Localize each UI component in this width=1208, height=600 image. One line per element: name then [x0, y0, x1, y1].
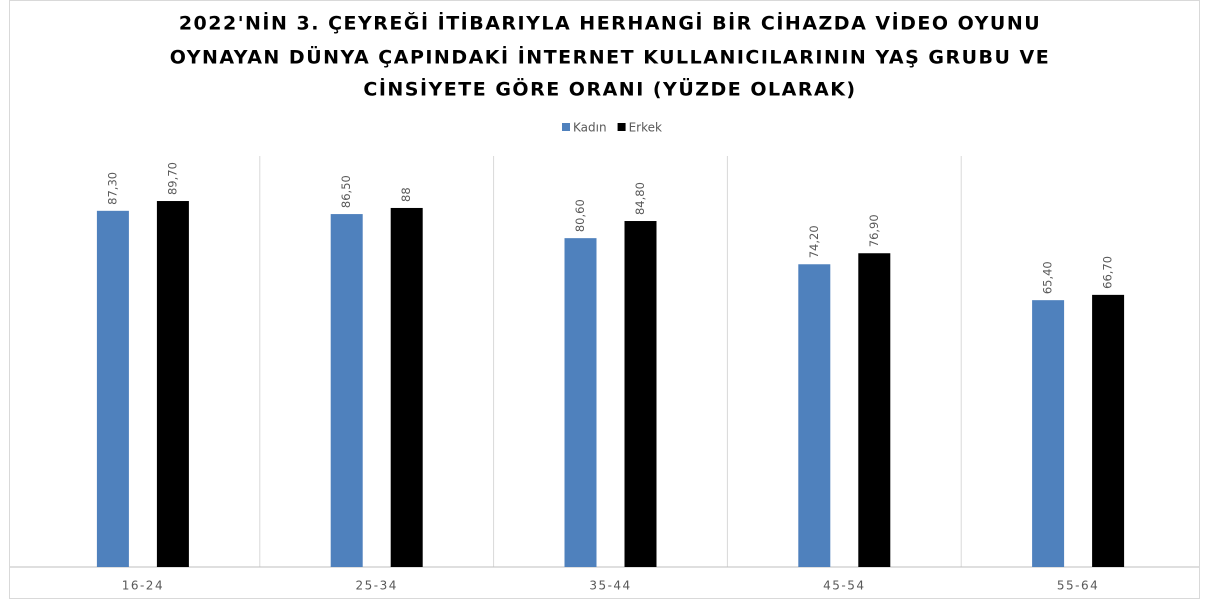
x-tick-label: 35-44: [589, 579, 631, 593]
bar: [1032, 300, 1065, 567]
x-tick-label: 55-64: [1057, 579, 1099, 593]
value-label: 74,20: [807, 225, 821, 258]
bar: [390, 207, 423, 567]
bar: [96, 210, 129, 568]
x-tick-label: 25-34: [356, 579, 398, 593]
legend-label: Erkek: [629, 121, 662, 135]
legend-swatch: [562, 123, 570, 131]
chart-title-line: CİNSİYETE GÖRE ORANI (YÜZDE OLARAK): [363, 77, 856, 101]
chart-border: [9, 0, 1200, 599]
bar: [156, 201, 189, 568]
value-label: 88: [399, 187, 413, 202]
value-label: 65,40: [1041, 261, 1055, 294]
value-label: 86,50: [339, 175, 353, 208]
legend-swatch: [617, 123, 626, 131]
bar: [858, 253, 891, 568]
bar: [624, 221, 657, 568]
bar: [1092, 294, 1125, 567]
bar: [798, 264, 831, 567]
value-label: 87,30: [105, 172, 119, 205]
bar: [564, 238, 597, 568]
chart-title-line: OYNAYAN DÜNYA ÇAPINDAKİ İNTERNET KULLANI…: [170, 45, 1051, 69]
chart-title-line: 2022'NİN 3. ÇEYREĞİ İTİBARIYLA HERHANGİ …: [179, 11, 1041, 35]
x-tick-label: 45-54: [823, 579, 865, 593]
value-label: 89,70: [165, 162, 179, 195]
bar: [330, 214, 363, 567]
value-label: 80,60: [573, 199, 587, 232]
legend-label: Kadın: [573, 121, 607, 135]
value-label: 76,90: [867, 214, 881, 247]
value-label: 84,80: [633, 182, 647, 215]
x-tick-label: 16-24: [122, 579, 164, 593]
value-label: 66,70: [1101, 256, 1115, 289]
